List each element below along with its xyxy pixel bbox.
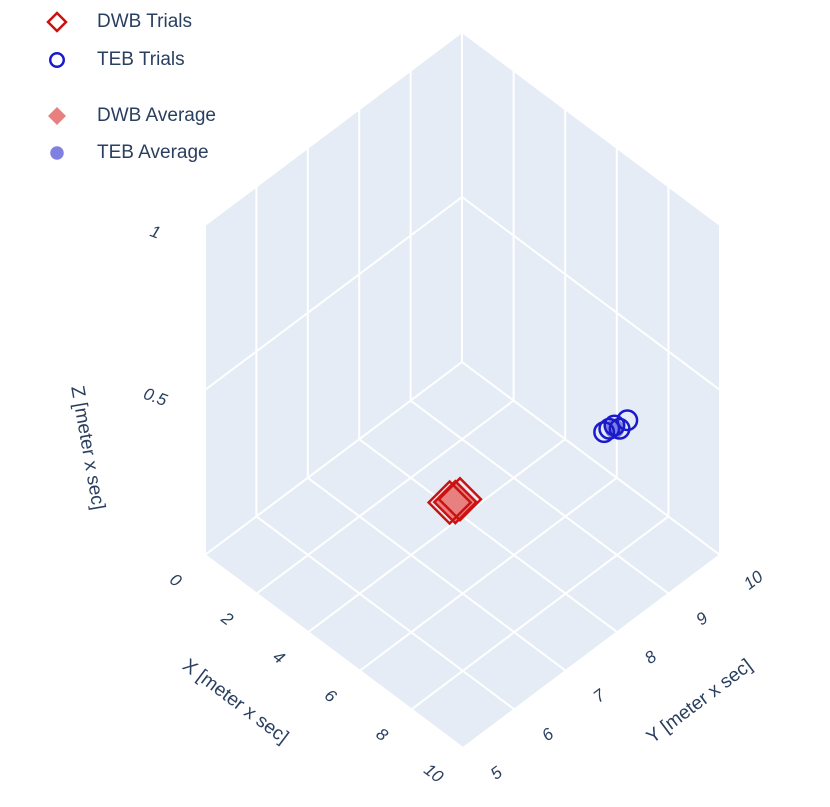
y-tick-label: 9: [692, 608, 711, 629]
marker: [616, 409, 639, 432]
legend-label[interactable]: DWB Average: [97, 105, 216, 126]
x-tick-label: 2: [217, 608, 237, 630]
legend-label[interactable]: TEB Trials: [97, 49, 185, 70]
marker: [603, 414, 626, 437]
legend-item[interactable]: TEB Average: [50, 142, 209, 163]
legend-symbol[interactable]: [50, 146, 64, 160]
grid-line: [204, 361, 463, 556]
y-tick-label: 6: [538, 724, 557, 745]
grid-line: [255, 399, 515, 595]
grid-line: [204, 196, 463, 391]
x-tick-label: 8: [373, 724, 392, 745]
y-tick-label: 7: [590, 685, 609, 706]
x-tick-label: 6: [321, 686, 340, 707]
legend-label[interactable]: TEB Average: [97, 142, 209, 163]
grid-line: [462, 554, 721, 749]
legend-label[interactable]: DWB Trials: [97, 11, 192, 32]
grid-line: [307, 476, 567, 672]
z-tick-label: 1: [148, 221, 163, 242]
legend-item[interactable]: DWB Trials: [46, 11, 192, 33]
legend-symbol[interactable]: [49, 52, 65, 68]
grid-line: [307, 438, 566, 633]
grid-line: [358, 438, 618, 634]
y-tick-label: 8: [641, 647, 660, 668]
y-axis-title: Y [meter x sec]: [643, 655, 757, 748]
grid-line: [461, 31, 721, 226]
x-tick-label: 4: [269, 647, 288, 668]
x-tick-label: 0: [166, 570, 185, 591]
y-tick-label: 5: [487, 762, 506, 783]
x-tick-label: 10: [420, 760, 447, 787]
marker: [426, 479, 473, 526]
grid-line: [410, 515, 670, 711]
grid-line: [359, 477, 618, 672]
marker: [437, 476, 483, 522]
x-axis-title: X [meter x sec]: [178, 655, 292, 748]
grid-line: [255, 515, 515, 711]
grid-line: [461, 196, 721, 391]
z-tick-label: 0.5: [141, 384, 170, 410]
grid-line: [204, 554, 464, 749]
y-tick-label: 10: [740, 567, 767, 594]
grid-line: [410, 399, 670, 595]
grid-line: [461, 361, 721, 556]
z-axis-title: Z [meter x sec]: [66, 384, 108, 511]
grid-line: [204, 31, 463, 226]
marker: [598, 417, 621, 440]
legend-item[interactable]: DWB Average: [48, 105, 216, 126]
legend-symbol[interactable]: [46, 11, 68, 33]
legend: DWB Trials TEB Trials DWB Average TEB Avera…: [46, 11, 216, 163]
legend-symbol[interactable]: [48, 107, 66, 125]
legend-item[interactable]: TEB Trials: [49, 49, 185, 70]
